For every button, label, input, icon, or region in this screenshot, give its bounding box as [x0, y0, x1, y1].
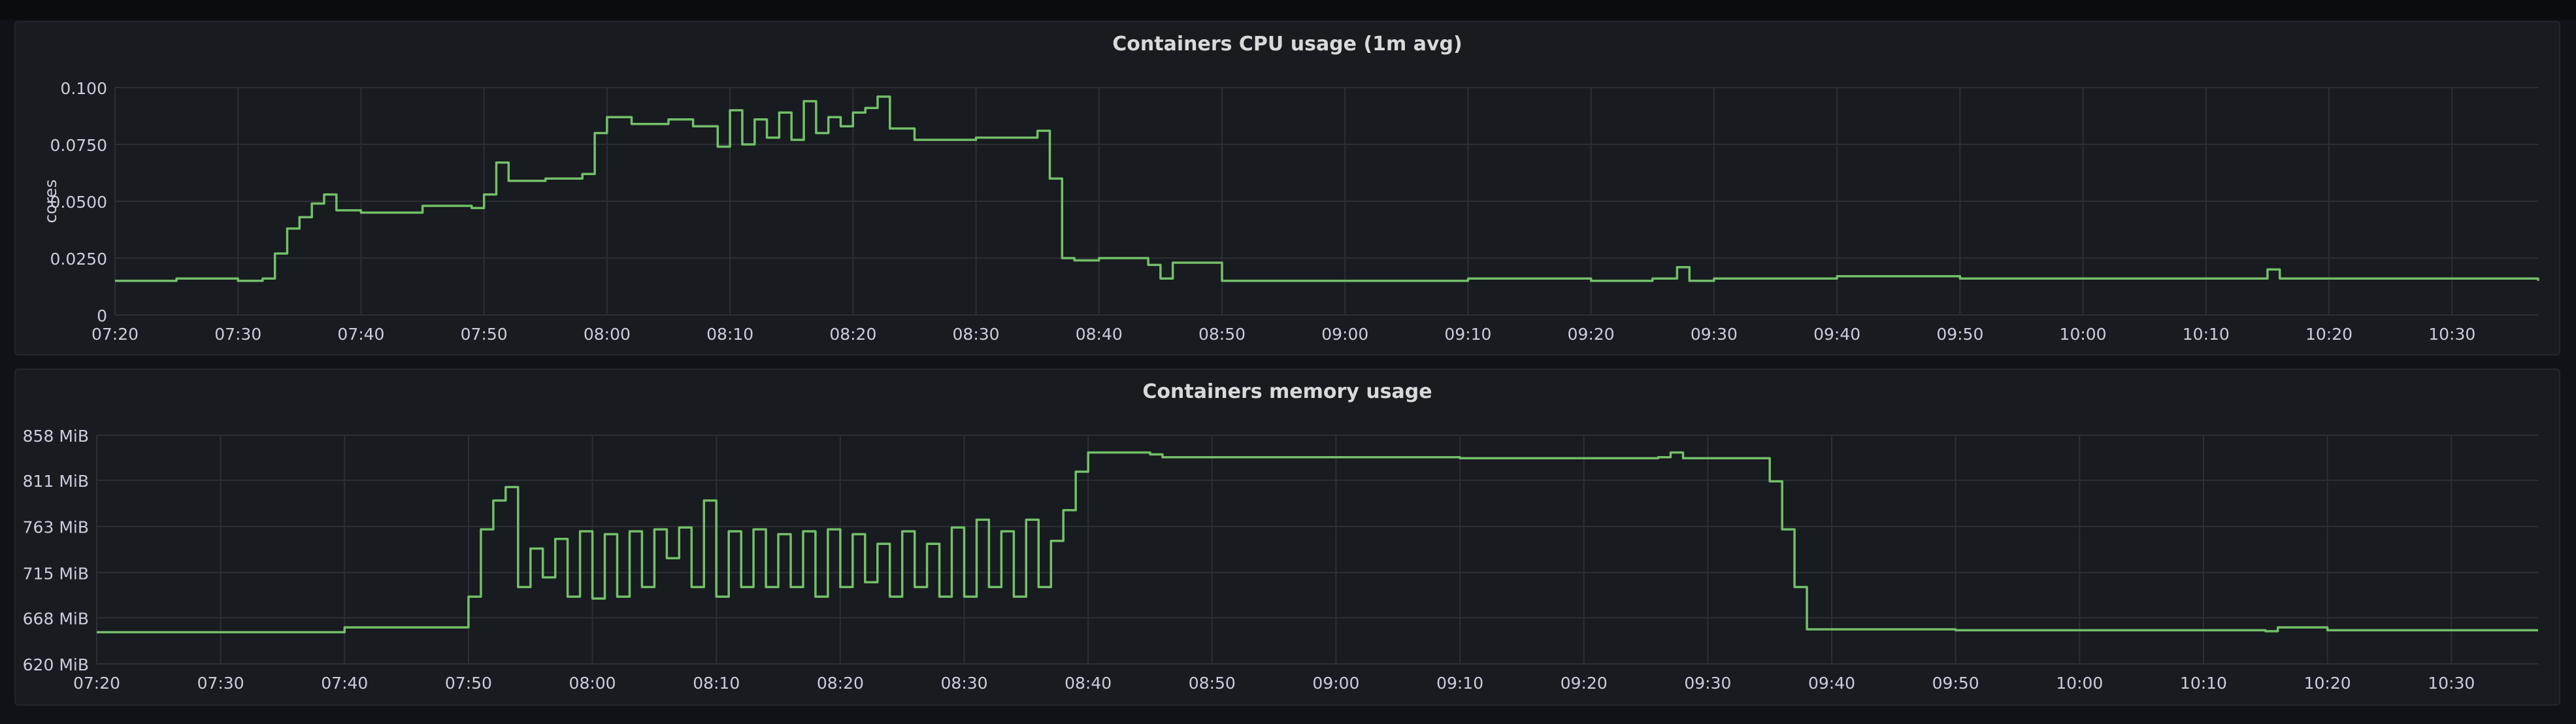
x-tick-label: 10:20	[2305, 325, 2353, 344]
cpu-panel-title: Containers CPU usage (1m avg)	[1112, 33, 1462, 56]
y-tick-label: 763 MiB	[23, 518, 89, 537]
dashboard-top-strip	[0, 0, 2576, 20]
x-tick-label: 08:20	[829, 325, 876, 344]
x-tick-label: 08:00	[569, 674, 616, 693]
x-tick-label: 09:50	[1932, 674, 1979, 693]
x-tick-label: 07:40	[337, 325, 384, 344]
y-tick-label: 0	[97, 306, 107, 325]
x-tick-label: 08:40	[1065, 674, 1112, 693]
x-tick-label: 10:20	[2304, 674, 2351, 693]
cpu-usage-panel: Containers CPU usage (1m avg) 0 0.0250 0.0…	[14, 21, 2560, 355]
x-tick-label: 08:10	[693, 674, 740, 693]
x-tick-label: 08:20	[817, 674, 864, 693]
x-tick-label: 09:00	[1321, 325, 1368, 344]
x-tick-label: 09:10	[1436, 674, 1483, 693]
x-tick-label: 07:20	[73, 674, 120, 693]
x-tick-label: 08:50	[1198, 325, 1246, 344]
x-tick-label: 10:30	[2428, 325, 2475, 344]
x-tick-label: 09:10	[1444, 325, 1491, 344]
y-tick-label: 0.0250	[50, 250, 107, 269]
x-tick-label: 08:00	[584, 325, 631, 344]
x-tick-label: 08:30	[953, 325, 1000, 344]
memory-usage-chart: 620 MiB 668 MiB 715 MiB 763 MiB 811 MiB 858 M…	[23, 427, 2538, 693]
x-tick-label: 08:10	[706, 325, 753, 344]
x-tick-label: 10:00	[2056, 674, 2103, 693]
x-tick-label: 07:30	[214, 325, 261, 344]
x-tick-label: 09:30	[1691, 325, 1738, 344]
x-tick-label: 08:40	[1076, 325, 1123, 344]
x-tick-label: 08:30	[940, 674, 987, 693]
x-tick-label: 10:30	[2428, 674, 2475, 693]
x-tick-label: 09:50	[1936, 325, 1983, 344]
y-tick-label: 0.0750	[50, 136, 107, 155]
x-tick-label: 07:20	[91, 325, 139, 344]
y-tick-label: 811 MiB	[23, 472, 89, 491]
x-tick-label: 09:40	[1813, 325, 1860, 344]
x-tick-label: 07:40	[321, 674, 368, 693]
x-tick-label: 09:20	[1568, 325, 1615, 344]
cpu-usage-chart: 0 0.0250 0.0500 0.0750 0.100 07:20 07:30 07:40 0…	[41, 79, 2539, 344]
y-tick-label: 0.100	[60, 79, 107, 98]
x-tick-label: 07:50	[445, 674, 492, 693]
x-tick-label: 09:00	[1312, 674, 1359, 693]
x-tick-label: 09:40	[1808, 674, 1855, 693]
x-tick-label: 08:50	[1189, 674, 1236, 693]
x-tick-label: 07:50	[461, 325, 508, 344]
y-axis-label: cores	[41, 179, 60, 223]
x-tick-label: 10:10	[2183, 325, 2230, 344]
x-tick-label: 10:00	[2060, 325, 2107, 344]
x-tick-label: 09:20	[1560, 674, 1608, 693]
series-line	[97, 451, 2538, 634]
y-tick-label: 858 MiB	[23, 427, 89, 446]
y-tick-label: 620 MiB	[23, 655, 89, 674]
y-tick-label: 0.0500	[50, 193, 107, 212]
x-tick-label: 09:30	[1684, 674, 1731, 693]
x-tick-label: 10:10	[2180, 674, 2227, 693]
series-line	[115, 95, 2539, 282]
x-tick-label: 07:30	[197, 674, 244, 693]
y-tick-label: 668 MiB	[23, 609, 89, 628]
memory-usage-panel: Containers memory usage 620 MiB 668 MiB 71…	[14, 369, 2560, 706]
memory-panel-title: Containers memory usage	[1142, 380, 1432, 403]
y-tick-label: 715 MiB	[23, 564, 89, 583]
